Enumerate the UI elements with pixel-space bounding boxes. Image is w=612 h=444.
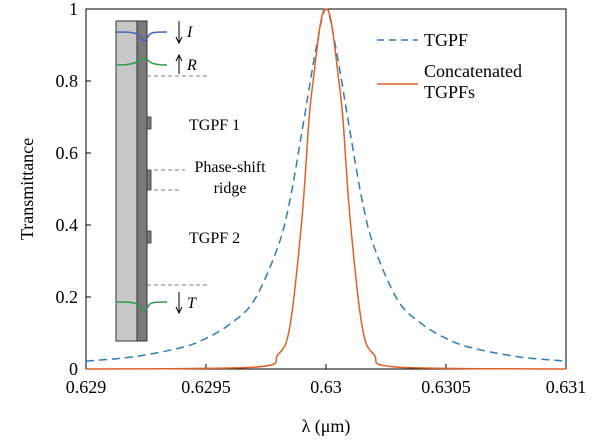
plot-area [85, 8, 567, 370]
legend: TGPF Concatenated TGPFs [377, 30, 526, 102]
legend-label-tgpf: TGPF [424, 30, 468, 50]
waveguide-inset: I R TGPF 1 Phase-shift ridge TGPF 2 T [115, 20, 266, 342]
inset-label-R: R [186, 57, 197, 74]
y-tick-label: 0.2 [56, 287, 79, 307]
y-tick-label: 0 [69, 359, 78, 379]
reflected-wave [115, 57, 168, 66]
grating-ridge-2 [146, 230, 152, 244]
x-tick-label: 0.631 [546, 377, 587, 397]
x-ticks: 0.629 0.6295 0.63 0.6305 0.631 [66, 364, 587, 397]
y-tick-label: 1 [69, 0, 78, 19]
legend-label-concatenated-line2: TGPFs [424, 82, 475, 102]
x-tick-label: 0.6295 [181, 377, 231, 397]
transmitted-arrow-head [175, 306, 183, 315]
waveguide-light-body [115, 20, 138, 342]
series-layer [85, 8, 567, 370]
y-axis-label: Transmittance [17, 138, 37, 240]
y-tick-label: 0.4 [56, 215, 79, 235]
concatenated-tgpfs-curve [85, 8, 567, 370]
inset-label-phase-shift: Phase-shift [194, 159, 266, 176]
incident-arrow-head [175, 36, 183, 45]
inset-label-I: I [186, 24, 193, 41]
legend-label-concatenated: Concatenated TGPFs [424, 61, 526, 102]
inset-label-T: T [187, 295, 197, 312]
incident-wave [115, 31, 168, 42]
grating-ridge-1 [146, 116, 152, 130]
x-axis-label: λ (μm) [302, 416, 351, 437]
inset-label-tgpf2: TGPF 2 [189, 230, 240, 247]
inset-label-ridge: ridge [214, 180, 247, 197]
transmitted-wave [115, 301, 168, 312]
x-tick-label: 0.6305 [421, 377, 471, 397]
x-tick-label: 0.63 [310, 377, 342, 397]
waveguide-dark-core [136, 20, 148, 342]
y-tick-label: 0.6 [56, 143, 79, 163]
reflected-arrow-head [175, 53, 183, 62]
phase-shift-ridge [146, 169, 152, 191]
legend-label-concatenated-line1: Concatenated [424, 61, 522, 81]
y-tick-label: 0.8 [56, 71, 79, 91]
y-ticks: 0 0.2 0.4 0.6 0.8 1 [56, 0, 91, 379]
inset-label-tgpf1: TGPF 1 [189, 117, 240, 134]
x-tick-label: 0.629 [66, 377, 107, 397]
